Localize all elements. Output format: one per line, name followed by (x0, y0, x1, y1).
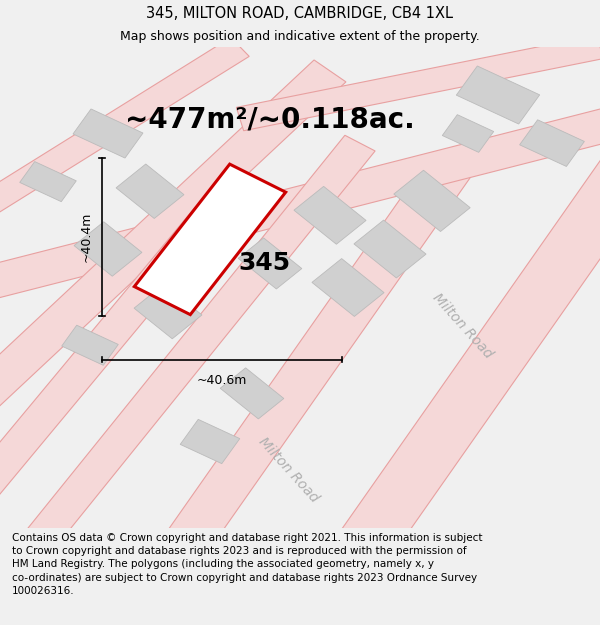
Polygon shape (134, 164, 286, 314)
Polygon shape (520, 120, 584, 166)
Polygon shape (457, 66, 539, 124)
Polygon shape (0, 103, 600, 304)
Text: Map shows position and indicative extent of the property.: Map shows position and indicative extent… (120, 30, 480, 43)
Polygon shape (236, 35, 600, 131)
Polygon shape (394, 170, 470, 231)
Polygon shape (62, 325, 118, 365)
Polygon shape (354, 220, 426, 278)
Text: ~40.6m: ~40.6m (197, 374, 247, 387)
Polygon shape (73, 109, 143, 158)
Text: Milton Road: Milton Road (255, 435, 321, 506)
Text: 345: 345 (238, 251, 290, 276)
Polygon shape (180, 419, 240, 464)
Polygon shape (238, 238, 302, 289)
Polygon shape (0, 60, 346, 419)
Polygon shape (134, 284, 202, 339)
Polygon shape (15, 135, 375, 560)
Text: ~40.4m: ~40.4m (80, 212, 93, 262)
Polygon shape (20, 162, 76, 202)
Polygon shape (159, 158, 471, 562)
Polygon shape (116, 164, 184, 219)
Polygon shape (74, 222, 142, 276)
Text: 345, MILTON ROAD, CAMBRIDGE, CB4 1XL: 345, MILTON ROAD, CAMBRIDGE, CB4 1XL (146, 6, 454, 21)
Text: ~477m²/~0.118ac.: ~477m²/~0.118ac. (125, 105, 415, 133)
Polygon shape (220, 368, 284, 419)
Polygon shape (0, 38, 249, 225)
Polygon shape (294, 186, 366, 244)
Polygon shape (442, 114, 494, 152)
Text: Milton Road: Milton Road (429, 291, 495, 361)
Polygon shape (0, 208, 225, 512)
Polygon shape (334, 156, 600, 564)
Text: Contains OS data © Crown copyright and database right 2021. This information is : Contains OS data © Crown copyright and d… (12, 533, 482, 596)
Polygon shape (312, 259, 384, 316)
